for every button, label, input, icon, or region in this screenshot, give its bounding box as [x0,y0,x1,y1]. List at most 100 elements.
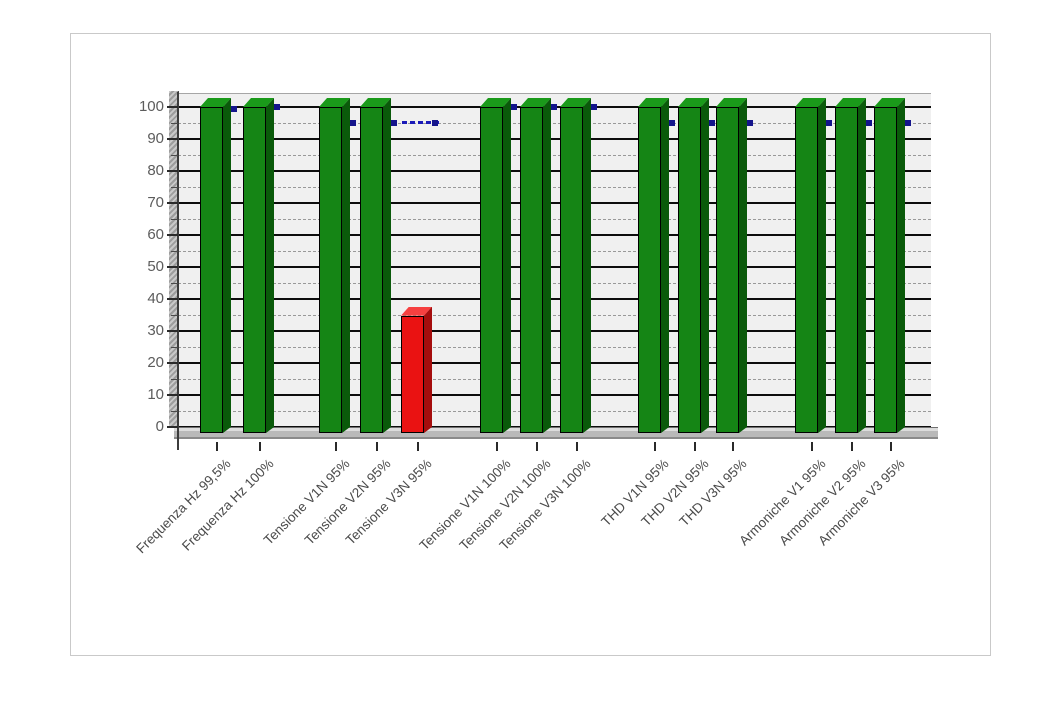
x-tick-tensione-v1n-100 [496,442,498,451]
x-tick-thd-v1n-95 [654,442,656,451]
y-tick-minor-35 [171,315,178,316]
bar-thd-v3n-95[interactable] [716,98,747,433]
bar-face-front [835,107,858,433]
bar-face-side [543,98,551,433]
y-tick-20 [167,362,178,364]
limit-marker-thd-v1n-95 [669,120,675,126]
y-tick-60 [167,234,178,236]
gridline-major-30 [178,330,931,332]
bar-tensione-v1n-95[interactable] [319,98,350,433]
gridline-minor-65 [178,219,931,220]
limit-marker-frequenza-hz-100 [274,104,280,110]
bar-face-top [200,98,231,107]
x-tick-tensione-v2n-95 [376,442,378,451]
x-tick-armoniche-v3-95 [890,442,892,451]
bar-armoniche-v3-95[interactable] [874,98,905,433]
bar-tensione-v2n-95[interactable] [360,98,391,433]
limit-marker-tensione-v3n-95 [432,120,438,126]
y-tick-minor-85 [171,155,178,156]
bar-face-front [795,107,818,433]
x-axis-label-armoniche-v3-95: Armoniche V3 95% [815,456,908,549]
gridline-minor-95 [178,123,931,124]
bar-face-top [560,98,591,107]
bar-frequenza-hz-99-5[interactable] [200,98,231,433]
bar-thd-v2n-95[interactable] [678,98,709,433]
bar-tensione-v3n-95[interactable] [401,306,432,433]
x-tick-tensione-v2n-100 [536,442,538,451]
y-tick-minor-75 [171,187,178,188]
limit-marker-thd-v2n-95 [709,120,715,126]
bar-face-front [360,107,383,433]
limit-marker-armoniche-v1-95 [826,120,832,126]
y-tick-minor-65 [171,219,178,220]
bar-face-top [520,98,551,107]
bar-frequenza-hz-100[interactable] [243,98,274,433]
y-axis-label-60: 60 [147,226,164,243]
gridline-minor-55 [178,251,931,252]
y-tick-30 [167,330,178,332]
limit-line-tensione-v3n-95 [402,121,439,124]
chart-panel: 0 10 20 30 40 50 60 70 80 90 100 Frequenza Hz 99,5%… [70,33,991,656]
bar-face-top [480,98,511,107]
bar-face-top [874,98,905,107]
limit-marker-armoniche-v3-95 [905,120,911,126]
bar-face-front [319,107,342,433]
bar-face-side [383,98,391,433]
bar-thd-v1n-95[interactable] [638,98,669,433]
gridline-minor-45 [178,283,931,284]
bar-face-side [424,307,432,433]
y-axis-label-50: 50 [147,258,164,275]
y-tick-40 [167,298,178,300]
y-tick-minor-15 [171,379,178,380]
bar-chart: 0 10 20 30 40 50 60 70 80 90 100 Frequenza Hz 99,5%… [71,34,990,655]
y-axis-line [177,92,179,450]
gridline-minor-5 [178,411,931,412]
y-axis-label-10: 10 [147,386,164,403]
bar-armoniche-v1-95[interactable] [795,98,826,433]
x-tick-thd-v2n-95 [694,442,696,451]
bar-face-side [266,98,274,433]
limit-marker-tensione-v2n-95 [391,120,397,126]
y-tick-100 [167,106,178,108]
bar-tensione-v2n-100[interactable] [520,98,551,433]
y-axis-label-30: 30 [147,322,164,339]
bar-face-side [701,98,709,433]
y-tick-90 [167,138,178,140]
y-axis-label-0: 0 [155,418,164,435]
limit-marker-tensione-v2n-100 [551,104,557,110]
y-tick-minor-55 [171,251,178,252]
gridline-minor-75 [178,187,931,188]
bar-face-side [897,98,905,433]
gridline-major-60 [178,234,931,236]
bar-face-top [401,306,432,316]
gridline-minor-25 [178,347,931,348]
bar-face-front [401,315,424,433]
gridline-minor-35 [178,315,931,316]
gridline-minor-15 [178,379,931,380]
limit-marker-tensione-v3n-100 [591,104,597,110]
bar-face-top [835,98,866,107]
bar-face-top [638,98,669,107]
bar-face-front [874,107,897,433]
limit-marker-thd-v3n-95 [747,120,753,126]
bar-face-front [560,107,583,433]
bar-face-side [858,98,866,433]
y-tick-0 [167,426,178,428]
bar-face-side [342,98,350,433]
y-axis-label-40: 40 [147,290,164,307]
bar-armoniche-v2-95[interactable] [835,98,866,433]
y-axis-label-70: 70 [147,194,164,211]
x-tick-tensione-v1n-95 [335,442,337,451]
bar-face-front [243,107,266,433]
bar-face-side [739,98,747,433]
y-tick-10 [167,394,178,396]
y-axis-label-20: 20 [147,354,164,371]
bar-face-side [661,98,669,433]
limit-marker-tensione-v1n-95 [350,120,356,126]
bar-tensione-v3n-100[interactable] [560,98,591,433]
limit-marker-tensione-v1n-100 [511,104,517,110]
y-axis-label-100: 100 [138,98,164,115]
bar-tensione-v1n-100[interactable] [480,98,511,433]
gridline-major-50 [178,266,931,268]
gridline-major-10 [178,394,931,396]
